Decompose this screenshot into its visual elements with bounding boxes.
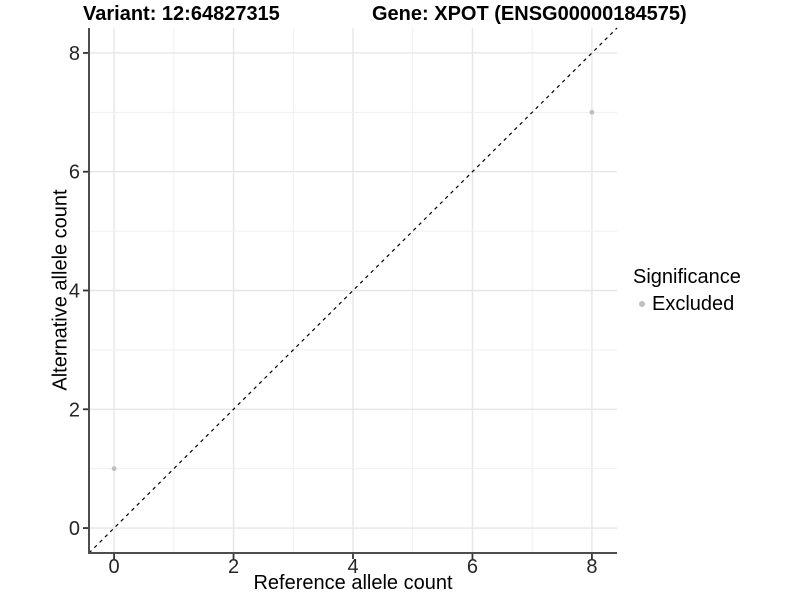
legend-title: Significance — [633, 266, 741, 288]
x-tick-label: 4 — [347, 556, 358, 578]
x-tick-label: 8 — [586, 556, 597, 578]
data-point — [589, 109, 595, 115]
data-point — [111, 466, 117, 472]
y-tick-label: 0 — [69, 518, 80, 540]
y-tick-label: 6 — [69, 162, 80, 184]
x-axis-title: Reference allele count — [253, 572, 453, 594]
legend: Significance Excluded — [633, 264, 741, 317]
legend-point-icon — [638, 301, 645, 307]
legend-item-label: Excluded — [652, 292, 735, 315]
y-tick-label: 4 — [69, 281, 80, 303]
x-tick-label: 0 — [109, 556, 120, 578]
x-tick-label: 6 — [467, 556, 478, 578]
legend-item-excluded: Excluded — [633, 291, 741, 317]
y-tick-label: 8 — [69, 43, 80, 65]
variant-title: Variant: 12:64827315 — [83, 3, 280, 25]
y-axis-title: Alternative allele count — [49, 189, 72, 391]
x-tick-label: 2 — [228, 556, 239, 578]
legend-key-box — [633, 296, 650, 313]
y-tick-label: 2 — [69, 399, 80, 421]
gene-title: Gene: XPOT (ENSG00000184575) — [372, 3, 687, 25]
